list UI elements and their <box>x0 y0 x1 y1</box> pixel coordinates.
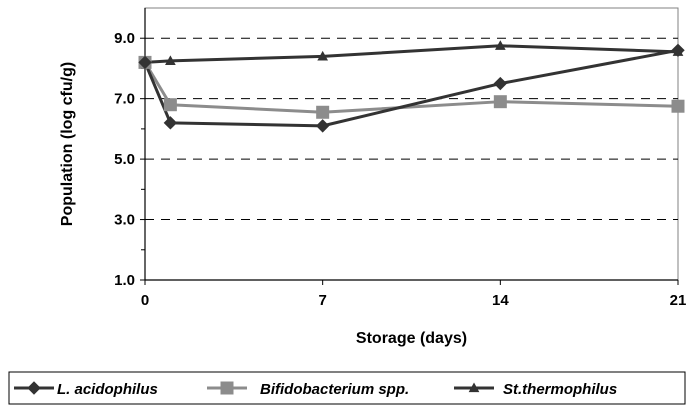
x-tick-label-21: 21 <box>670 292 687 309</box>
plot-area <box>144 7 679 281</box>
series-3-point-1 <box>165 55 176 65</box>
y-axis-title: Population (log cfu/g) <box>59 62 76 226</box>
axes <box>144 8 678 281</box>
y-ticks: 1.0 3.0 5.0 7.0 9.0 <box>114 30 145 289</box>
series-1-point-0 <box>138 55 152 70</box>
legend-swatch-marker-2 <box>220 381 234 395</box>
series-markers <box>138 40 685 133</box>
series-1-point-4 <box>671 43 685 58</box>
legend-label-2: Bifidobacterium spp. <box>260 381 409 398</box>
y-tick-label-7.0: 7.0 <box>114 91 135 108</box>
series-2-point-2 <box>316 105 330 119</box>
legend: L. acidophilus Bifidobacterium spp. St.the… <box>8 371 686 405</box>
legend-label-3: St.thermophilus <box>503 381 617 398</box>
x-tick-label-0: 0 <box>141 292 149 309</box>
legend-items: L. acidophilus Bifidobacterium spp. St.the… <box>14 381 617 398</box>
y-tick-label-5.0: 5.0 <box>114 151 135 168</box>
series-2-point-4 <box>671 99 685 113</box>
legend-box <box>8 371 686 405</box>
gridlines <box>145 37 678 221</box>
y-tick-label-9.0: 9.0 <box>114 30 135 47</box>
x-ticks: 0 7 14 21 <box>141 280 687 309</box>
plot-frame <box>144 7 679 281</box>
series-3-point-2 <box>317 50 329 61</box>
series-2-point-1 <box>163 98 177 112</box>
legend-swatch-marker-3 <box>468 382 480 393</box>
series-1-point-1 <box>163 116 178 130</box>
series-1-point-2 <box>315 119 330 133</box>
x-tick-label-7: 7 <box>318 292 326 309</box>
series-3-point-3 <box>494 40 506 50</box>
legend-label-1: L. acidophilus <box>57 381 158 398</box>
series-2-point-3 <box>493 95 507 109</box>
y-tick-label-1.0: 1.0 <box>114 272 135 289</box>
series-1-point-3 <box>493 76 508 91</box>
x-axis-title: Storage (days) <box>356 330 467 347</box>
x-tick-label-14: 14 <box>492 292 509 309</box>
y-tick-label-3.0: 3.0 <box>114 212 135 229</box>
legend-swatch-marker-1 <box>27 381 41 395</box>
